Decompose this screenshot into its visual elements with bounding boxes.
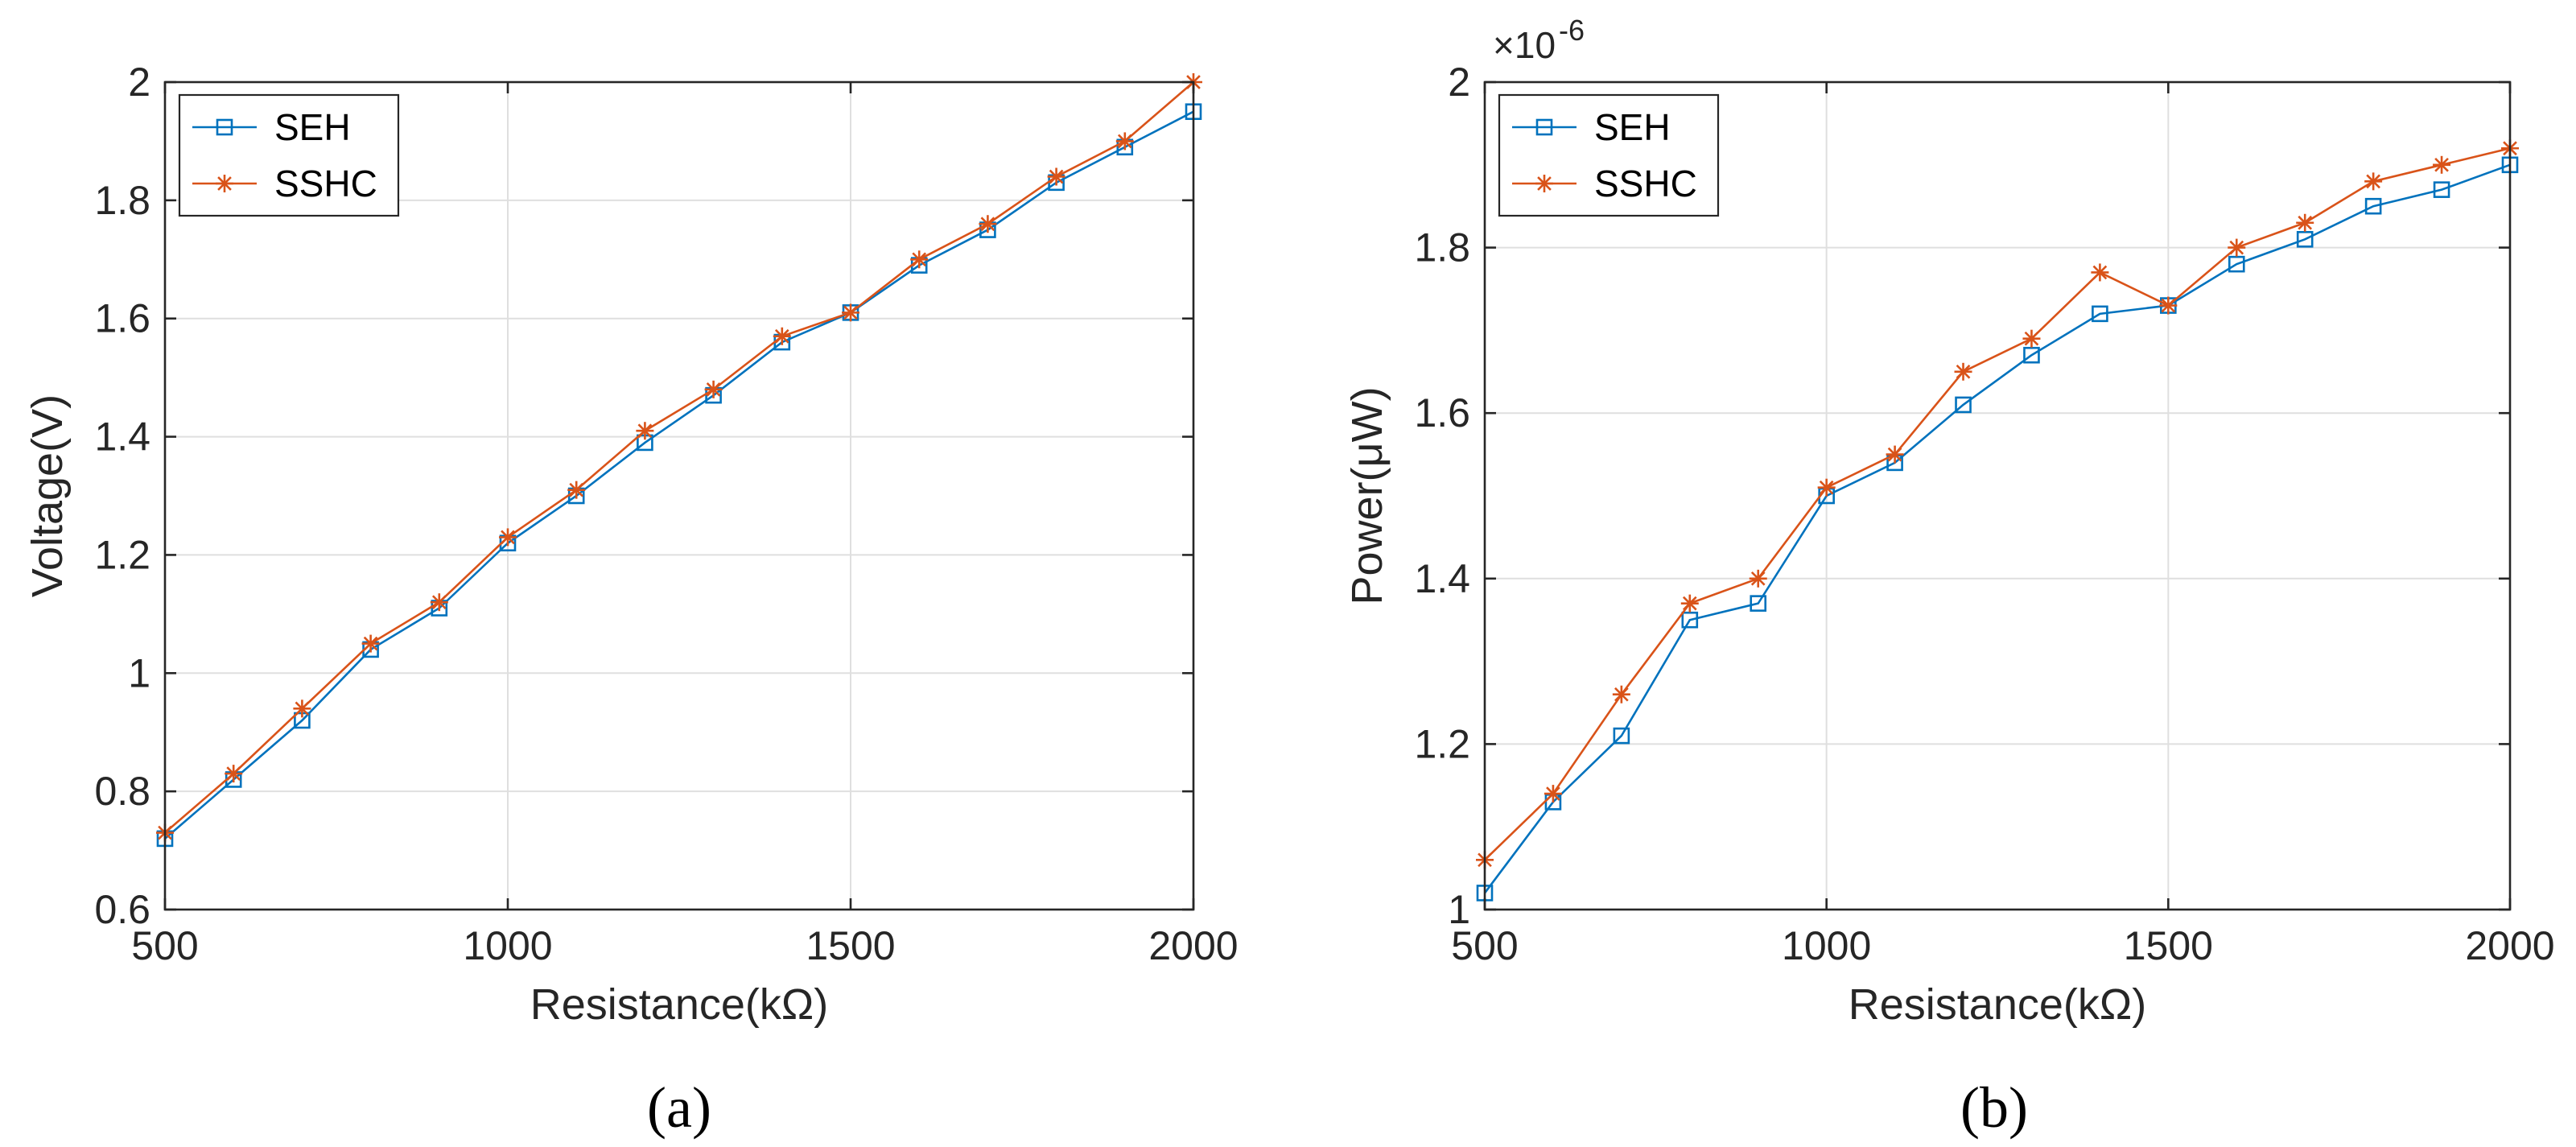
data-point-seh	[2364, 197, 2382, 215]
data-point-sshc	[1544, 785, 1562, 803]
y-tick-label: 0.8	[94, 769, 150, 814]
y-tick-label: 1.4	[1414, 556, 1470, 601]
legend-label-sshc: SSHC	[274, 163, 377, 204]
series-line-seh	[1483, 163, 2511, 894]
axes-box	[163, 80, 1195, 911]
data-point-sshc	[1047, 167, 1065, 186]
data-point-sshc	[567, 481, 586, 499]
data-point-seh	[2228, 255, 2245, 273]
data-point-sshc	[361, 634, 380, 653]
y-tick-label: 2	[1448, 60, 1470, 105]
data-point-sshc	[1749, 569, 1767, 588]
data-point-sshc	[1817, 478, 1836, 497]
data-point-sshc	[225, 765, 243, 783]
legend: SEH SSHC	[1498, 93, 1720, 217]
data-point-sshc	[636, 422, 654, 440]
y-tick-label: 1.6	[94, 296, 150, 341]
data-point-sshc	[293, 699, 311, 718]
x-tick-label: 1000	[1782, 923, 1871, 968]
series-line-seh	[164, 110, 1194, 840]
y-tick-label: 0.6	[94, 887, 150, 932]
legend-marker-seh	[1535, 118, 1553, 136]
data-point-sshc	[1954, 362, 1972, 381]
data-point-sshc	[1612, 685, 1630, 703]
panel-label: (b)	[1960, 1075, 2028, 1140]
plot-area	[1485, 82, 2510, 910]
y-axis-label: Power(μW)	[1343, 386, 1391, 604]
y-tick-label: 1.8	[1414, 225, 1470, 270]
data-point-sshc	[2091, 263, 2109, 282]
axes-box	[1483, 80, 2512, 911]
data-point-sshc	[1680, 594, 1699, 613]
x-axis-label: Resistance(kΩ)	[530, 980, 828, 1029]
y-axis-label: Voltage(V)	[23, 394, 72, 597]
data-point-seh	[2296, 231, 2314, 248]
chart-panel-a: 500 1000 1500 2000 0.6 0.8 1 1.2 1.4 1.6 1.8 2 Resis…	[23, 60, 1239, 1140]
data-point-sshc	[430, 593, 448, 612]
data-point-sshc	[2364, 172, 2383, 191]
data-point-sshc	[979, 215, 997, 233]
x-tick-label: 2000	[2465, 923, 2554, 968]
data-point-sshc	[2022, 329, 2041, 348]
plot-area	[165, 82, 1193, 910]
y-tick-label: 1.2	[1414, 721, 1470, 766]
legend-marker-sshc	[216, 175, 233, 192]
data-point-sshc	[2433, 155, 2451, 174]
legend: SEH SSHC	[178, 93, 400, 217]
x-tick-label: 500	[131, 923, 198, 968]
legend-label-seh: SEH	[274, 106, 351, 148]
y-tick-label: 1.4	[94, 415, 150, 460]
x-tick-label: 500	[1451, 923, 1518, 968]
series-line-sshc	[164, 81, 1194, 834]
legend-box	[178, 93, 400, 217]
y-exponent-label: ×10 -6	[1493, 14, 1585, 66]
x-tick-label: 1000	[463, 923, 552, 968]
data-point-seh	[2092, 305, 2108, 323]
data-point-seh	[1750, 595, 1767, 612]
x-tick-label: 1500	[2124, 923, 2213, 968]
data-point-sshc	[1115, 132, 1134, 151]
x-tick-label: 2000	[1148, 923, 1238, 968]
series-line-sshc	[1484, 146, 2511, 861]
data-point-sshc	[2228, 238, 2246, 257]
legend-marker-seh	[216, 118, 233, 136]
exponent-base: ×10	[1493, 24, 1556, 66]
data-point-sshc	[2159, 296, 2178, 315]
data-point-sshc	[704, 380, 723, 398]
data-point-seh	[2433, 181, 2450, 198]
data-point-sshc	[499, 528, 517, 547]
data-point-sshc	[842, 303, 859, 322]
y-tick-label: 1	[128, 650, 150, 695]
data-point-sshc	[910, 250, 929, 269]
legend-label-sshc: SSHC	[1594, 163, 1697, 204]
y-tick-label: 1	[1448, 887, 1470, 932]
y-tick-label: 1.2	[94, 532, 150, 577]
x-tick-label: 1500	[806, 923, 895, 968]
y-tick-label: 1.6	[1414, 390, 1470, 435]
legend-box	[1498, 93, 1720, 217]
chart-panel-b: 500 1000 1500 2000 1 1.2 1.4 1.6 1.8 2 ×10 -6 Resist…	[1343, 14, 2555, 1140]
exponent-power: -6	[1559, 14, 1585, 47]
y-tick-label: 2	[128, 60, 150, 105]
data-point-seh	[1955, 396, 1972, 414]
data-point-seh	[1681, 611, 1699, 629]
data-point-seh	[1613, 727, 1630, 745]
panel-label: (a)	[647, 1075, 711, 1140]
legend-marker-sshc	[1535, 175, 1553, 192]
data-point-seh	[2023, 346, 2040, 364]
data-point-sshc	[1886, 445, 1904, 464]
y-tick-label: 1.8	[94, 178, 150, 223]
x-axis-label: Resistance(kΩ)	[1849, 980, 2146, 1029]
legend-label-seh: SEH	[1594, 106, 1671, 148]
data-point-sshc	[2296, 213, 2314, 232]
data-point-sshc	[773, 327, 791, 345]
